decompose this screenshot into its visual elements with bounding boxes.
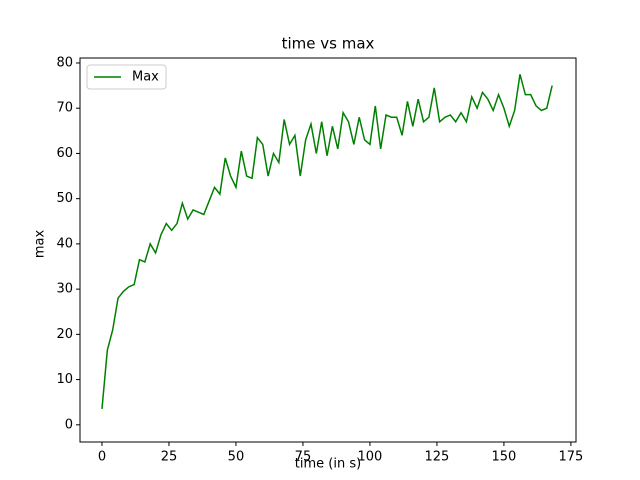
x-tick-label: 175 [558, 450, 583, 465]
y-tick-label: 70 [56, 101, 73, 116]
x-tick-label: 150 [492, 450, 517, 465]
y-tick-label: 40 [56, 236, 73, 251]
y-axis-label: max [33, 230, 48, 259]
y-tick-label: 50 [56, 191, 73, 206]
y-tick-label: 0 [65, 417, 73, 432]
x-tick-label: 25 [161, 450, 178, 465]
x-tick-label: 75 [295, 450, 312, 465]
legend-box [86, 64, 167, 90]
x-tick-label: 100 [358, 450, 383, 465]
plot-frame [79, 57, 577, 443]
legend-label: Max [132, 70, 159, 85]
y-tick-label: 80 [56, 55, 73, 70]
x-axis-label: time (in s) [295, 457, 361, 472]
y-tick-label: 60 [56, 146, 73, 161]
x-tick-label: 50 [228, 450, 245, 465]
x-tick-label: 125 [425, 450, 450, 465]
x-tick-label: 0 [98, 450, 106, 465]
y-tick-label: 30 [56, 282, 73, 297]
y-tick-label: 10 [56, 372, 73, 387]
data-line [101, 74, 553, 410]
chart-title: time vs max [282, 35, 375, 53]
y-tick-label: 20 [56, 327, 73, 342]
